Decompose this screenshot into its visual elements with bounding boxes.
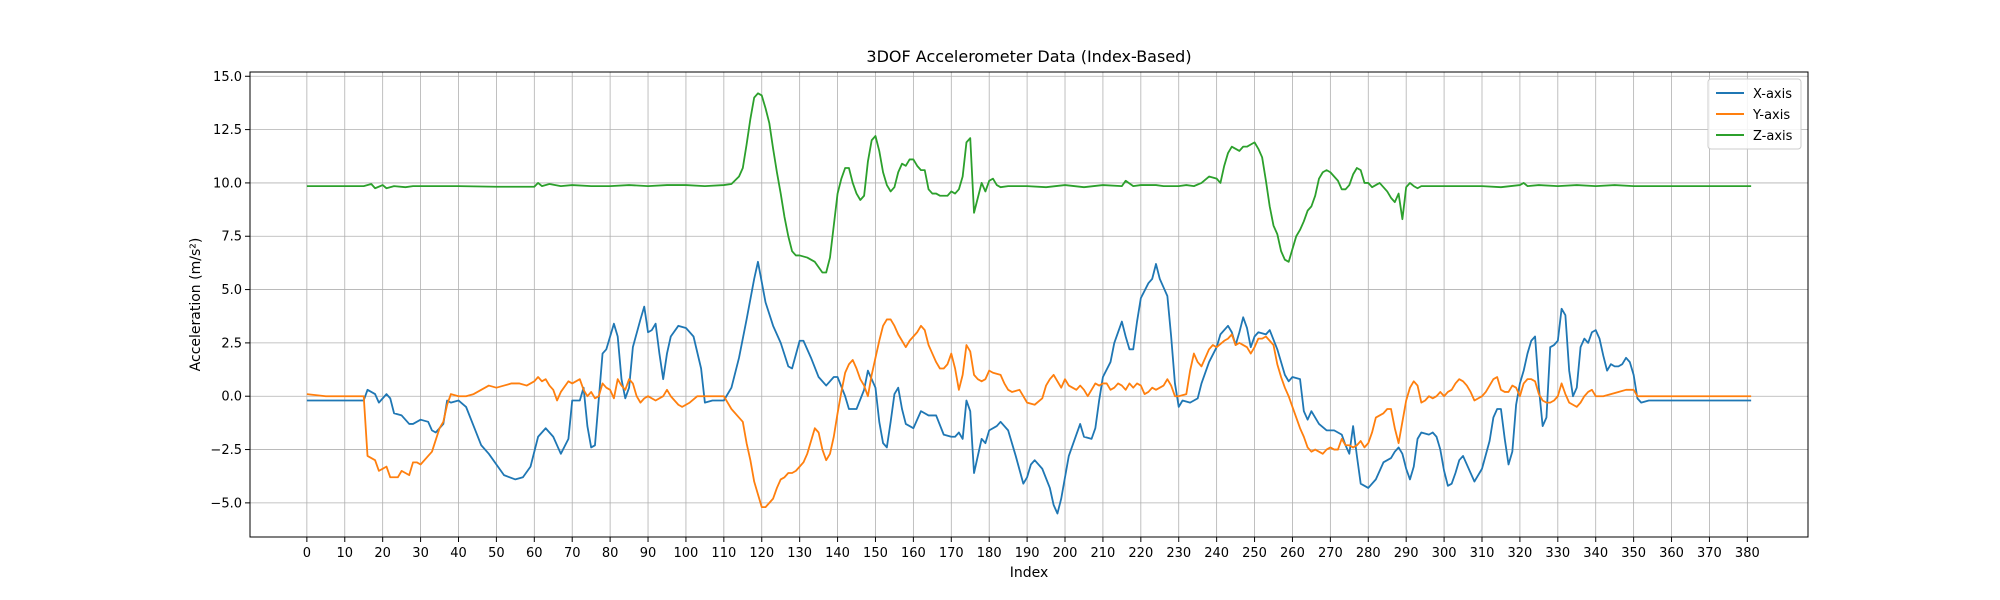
x-tick-label: 180 — [977, 546, 1002, 561]
x-tick-label: 270 — [1318, 546, 1343, 561]
x-tick-label: 380 — [1735, 546, 1760, 561]
x-tick-label: 80 — [602, 546, 619, 561]
x-tick-label: 240 — [1204, 546, 1229, 561]
x-tick-label: 220 — [1128, 546, 1153, 561]
x-tick-label: 260 — [1280, 546, 1305, 561]
x-tick-label: 320 — [1507, 546, 1532, 561]
series-line-y-axis — [306, 318, 1752, 509]
x-tick-label: 20 — [374, 546, 391, 561]
legend-label: X-axis — [1753, 87, 1792, 102]
x-tick-label: 280 — [1356, 546, 1381, 561]
x-tick-label: 170 — [939, 546, 964, 561]
y-tick-label: −5.0 — [210, 496, 242, 511]
x-tick-label: 210 — [1091, 546, 1116, 561]
x-tick-label: 150 — [863, 546, 888, 561]
x-tick-label: 310 — [1470, 546, 1495, 561]
legend: X-axis Y-axis Z-axis — [1707, 78, 1802, 150]
x-tick-label: 70 — [564, 546, 581, 561]
x-tick-label: 60 — [526, 546, 543, 561]
x-tick-label: 140 — [825, 546, 850, 561]
x-tick-label: 130 — [787, 546, 812, 561]
y-tick-label: 10.0 — [213, 176, 242, 191]
y-tick-label: 2.5 — [221, 336, 242, 351]
y-tick-label: 0.0 — [221, 390, 242, 405]
x-tick-label: 90 — [640, 546, 657, 561]
y-tick-label: −2.5 — [210, 443, 242, 458]
legend-label: Y-axis — [1752, 108, 1790, 123]
x-tick-label: 110 — [711, 546, 736, 561]
y-tick-label: 12.5 — [213, 123, 242, 138]
x-tick-label: 300 — [1432, 546, 1457, 561]
x-tick-label: 250 — [1242, 546, 1267, 561]
y-axis-label: Acceleration (m/s²) — [188, 238, 204, 372]
x-tick-label: 350 — [1621, 546, 1646, 561]
x-tick-label: 100 — [674, 546, 699, 561]
legend-box — [1707, 78, 1802, 150]
y-tick-label: 7.5 — [221, 230, 242, 245]
grid — [250, 72, 1808, 537]
series-lines — [306, 92, 1752, 515]
x-tick-label: 340 — [1583, 546, 1608, 561]
x-tick-label: 160 — [901, 546, 926, 561]
series-line-z-axis — [306, 92, 1752, 274]
x-tick-label: 330 — [1545, 546, 1570, 561]
chart-title: 3DOF Accelerometer Data (Index-Based) — [866, 47, 1191, 66]
x-axis-ticks: 0 10 20 30 40 50 60 70 80 90 100 110 120 130 140 150 160… — [303, 537, 1760, 561]
x-tick-label: 30 — [412, 546, 429, 561]
x-tick-label: 290 — [1394, 546, 1419, 561]
x-tick-label: 0 — [303, 546, 311, 561]
x-tick-label: 200 — [1053, 546, 1078, 561]
x-tick-label: 120 — [749, 546, 774, 561]
y-tick-label: 5.0 — [221, 283, 242, 298]
x-tick-label: 360 — [1659, 546, 1684, 561]
x-tick-label: 230 — [1166, 546, 1191, 561]
y-tick-label: 15.0 — [213, 70, 242, 85]
x-tick-label: 40 — [450, 546, 467, 561]
plot-frame — [249, 71, 1809, 538]
x-tick-label: 10 — [336, 546, 353, 561]
x-tick-label: 50 — [488, 546, 505, 561]
x-tick-label: 190 — [1015, 546, 1040, 561]
series-line-x-axis — [306, 260, 1752, 515]
y-axis-ticks: −5.0 −2.5 0.0 2.5 5.0 7.5 10.0 12.5 15.0 — [210, 70, 250, 511]
legend-label: Z-axis — [1753, 129, 1793, 144]
x-tick-label: 370 — [1697, 546, 1722, 561]
x-axis-label: Index — [1010, 565, 1049, 581]
